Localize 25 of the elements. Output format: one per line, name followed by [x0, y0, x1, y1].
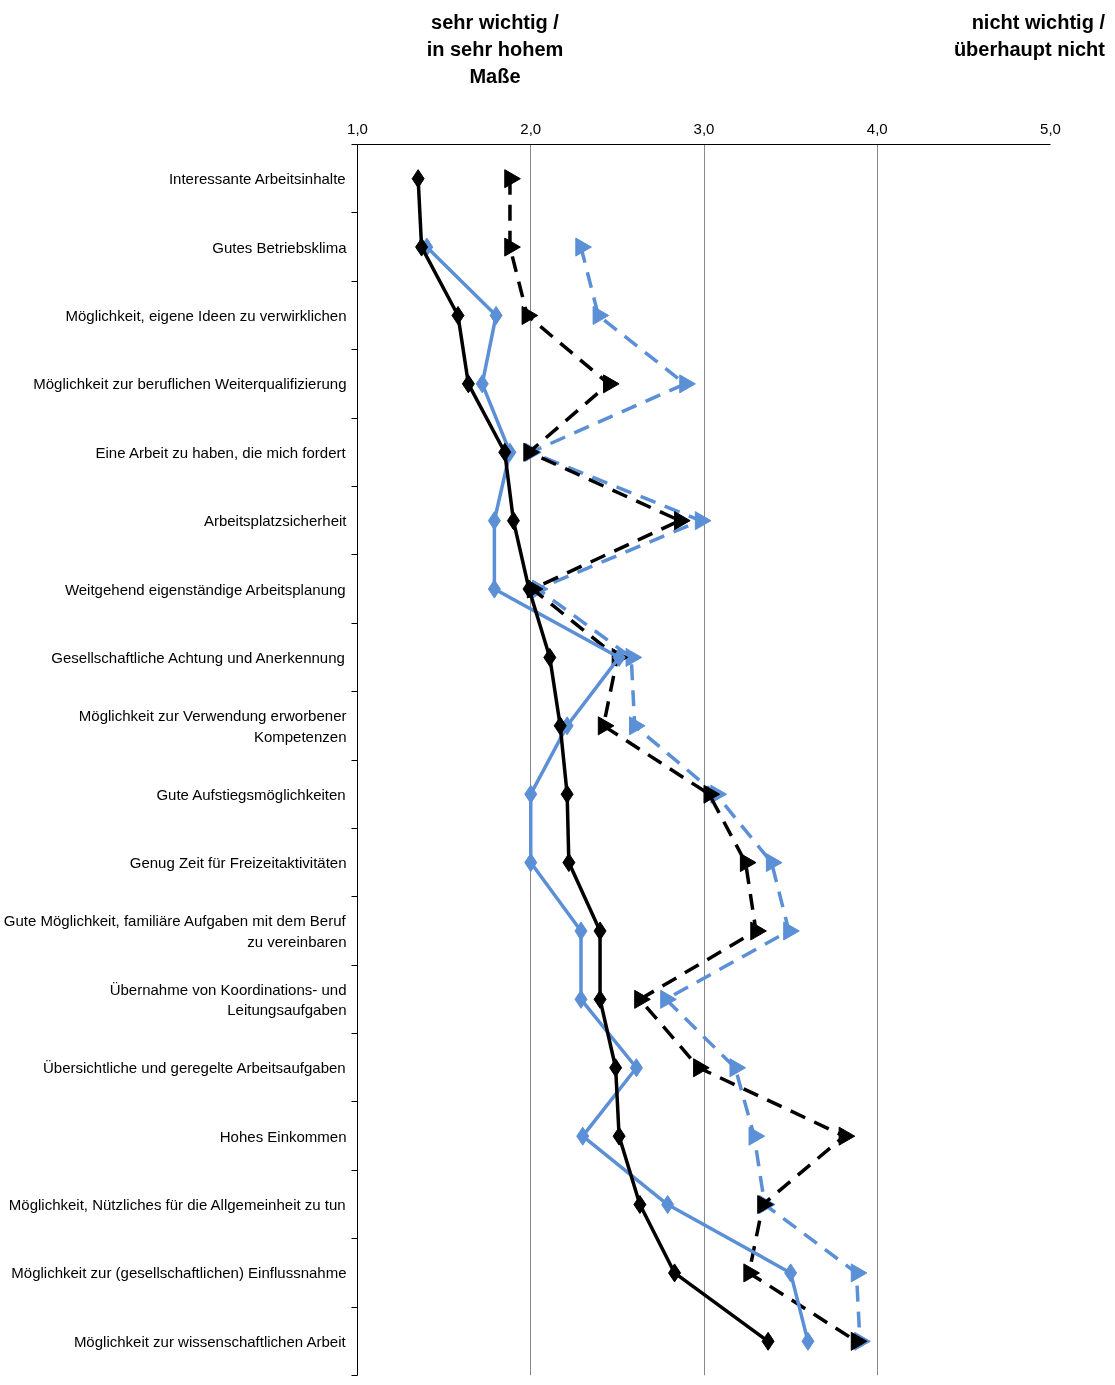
y-tick-label: Möglichkeit zur Verwendung erworbener Kompetenzen [78, 707, 347, 745]
y-tick-label: Möglichkeit zur beruflichen Weiterqualifizierung [33, 375, 347, 393]
x-tick-label: 1,0 [347, 119, 368, 137]
y-tick-label: Übersichtliche und geregelte Arbeitsaufgaben [42, 1059, 346, 1077]
y-tick-label: Möglichkeit zur (gesellschaftlichen) Einflussnahme [11, 1264, 347, 1282]
y-tick-label: Möglichkeit, Nützliches für die Allgemeinheit zu tun [8, 1196, 346, 1214]
y-tick-label: Möglichkeit, eigene Ideen zu verwirklichen [65, 306, 347, 324]
y-tick-label: Gesellschaftliche Achtung und Anerkennung [51, 648, 345, 666]
y-tick-label: Gute Möglichkeit, familiäre Aufgaben mit dem Beruf zu vereinbaren [3, 912, 347, 950]
y-tick-label: Übernahme von Koordinations- und Leitungsaufgaben [109, 980, 347, 1019]
x-tick-label: 2,0 [520, 119, 542, 137]
text: sehr wichtig / in sehr hohem Maße [425, 10, 565, 89]
y-tick-label: Gutes Betriebsklima [212, 238, 348, 256]
text: nicht wichtig / überhaupt nicht [952, 10, 1105, 62]
y-tick-label: Hohes Einkommen [219, 1127, 347, 1145]
x-tick-label: 5,0 [1040, 119, 1061, 137]
y-tick-label: Arbeitsplatzsicherheit [203, 512, 348, 530]
x-tick-label: 4,0 [866, 119, 888, 137]
y-tick-label: Möglichkeit zur wissenschaftlichen Arbeit [73, 1332, 347, 1350]
y-tick-label: Gute Aufstiegsmöglichkeiten [156, 785, 346, 803]
y-tick-label: Eine Arbeit zu haben, die mich fordert [95, 443, 347, 461]
y-tick-label: Interessante Arbeitsinhalte [168, 170, 346, 188]
y-tick-label: Weitgehend eigenständige Arbeitsplanung [64, 580, 346, 598]
y-tick-label: Genug Zeit für Freizeitaktivitäten [129, 854, 347, 872]
x-tick-label: 3,0 [693, 119, 715, 137]
